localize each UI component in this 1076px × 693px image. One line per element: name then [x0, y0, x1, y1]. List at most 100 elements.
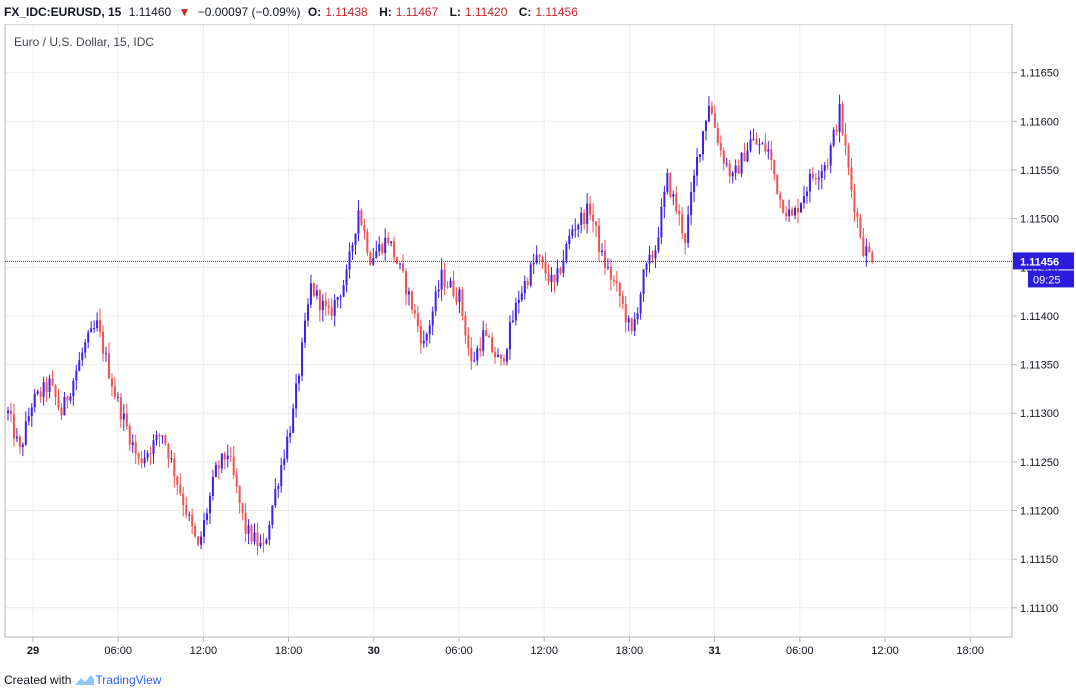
- candle-body: [105, 353, 108, 355]
- candle-body: [832, 129, 835, 146]
- candle-body: [140, 458, 143, 464]
- tradingview-logo[interactable]: TradingView: [73, 673, 161, 687]
- candle-body: [574, 229, 577, 231]
- candle-body: [354, 233, 357, 246]
- candle-body: [660, 206, 663, 238]
- candle-body: [779, 193, 782, 200]
- candle-body: [60, 407, 63, 416]
- x-tick-label: 18:00: [956, 645, 984, 657]
- candle-body: [137, 453, 140, 459]
- price-axis[interactable]: 1.116501.116001.115501.115001.114501.114…: [1012, 68, 1059, 615]
- candle-body: [93, 328, 96, 330]
- candle-body: [758, 144, 761, 146]
- low-value: 1.11420: [464, 5, 508, 19]
- candle-body: [559, 268, 562, 274]
- candle-body: [330, 307, 333, 316]
- candle-body: [580, 212, 583, 225]
- candle-body: [226, 455, 229, 460]
- candle-body: [500, 354, 503, 359]
- candle-body: [746, 150, 749, 162]
- time-axis[interactable]: 29 06:00 12:00 18:00 30 06:00 12:00 18:00 31 06:0…: [27, 637, 984, 657]
- candle-body: [609, 266, 612, 280]
- candle-body: [494, 352, 497, 358]
- candle-body: [131, 442, 134, 445]
- candle-body: [223, 453, 226, 460]
- candle-body: [808, 173, 811, 192]
- candle-body: [648, 254, 651, 264]
- candle-body: [550, 274, 553, 282]
- candle-body: [384, 237, 387, 254]
- x-tick-label: 30: [368, 645, 380, 657]
- candle-body: [211, 477, 214, 496]
- candle-body: [437, 289, 440, 292]
- candle-body: [737, 165, 740, 174]
- candle-body: [508, 322, 511, 350]
- candle-body: [375, 251, 378, 259]
- candle-body: [791, 209, 794, 216]
- candle-body: [788, 209, 791, 217]
- candle-body: [612, 279, 615, 282]
- candle-body: [366, 231, 369, 253]
- candle-body: [675, 194, 678, 212]
- candle-body: [645, 263, 648, 270]
- candle-body: [208, 495, 211, 514]
- candle-body: [865, 246, 868, 256]
- candles-group: [7, 94, 874, 556]
- candle-body: [603, 250, 606, 268]
- candlestick-chart[interactable]: Euro / U.S. Dollar, 15, IDC 1.11650 1.116…: [0, 24, 1076, 664]
- y-tick-label: 1.11350: [1020, 360, 1059, 372]
- candle-body: [205, 513, 208, 521]
- candle-body: [295, 383, 298, 409]
- candle-body: [601, 250, 603, 252]
- candle-body: [431, 311, 434, 326]
- candle-body: [773, 159, 776, 175]
- candle-body: [592, 214, 595, 222]
- candle-body: [725, 163, 728, 165]
- candle-body: [526, 281, 529, 286]
- candle-body: [410, 291, 413, 310]
- candle-body: [173, 458, 176, 477]
- candle-body: [752, 139, 755, 141]
- candle-body: [618, 283, 621, 297]
- candle-body: [583, 212, 586, 224]
- candle-body: [826, 165, 829, 167]
- candle-body: [363, 225, 366, 232]
- candle-body: [24, 421, 27, 445]
- candle-body: [342, 285, 345, 297]
- candle-body: [595, 221, 598, 226]
- candle-body: [280, 465, 283, 487]
- candle-body: [488, 336, 491, 338]
- candle-body: [256, 532, 259, 547]
- candle-body: [78, 360, 81, 371]
- candle-body: [749, 139, 752, 151]
- candle-body: [48, 378, 51, 393]
- candle-body: [336, 297, 339, 301]
- candle-body: [633, 319, 636, 332]
- candle-body: [740, 152, 743, 174]
- candle-body: [497, 354, 500, 358]
- symbol-name[interactable]: FX_IDC:EURUSD, 15: [4, 5, 122, 19]
- candle-body: [523, 281, 526, 294]
- candle-body: [710, 105, 713, 114]
- candle-body: [51, 378, 54, 386]
- candle-body: [72, 380, 75, 397]
- y-tick-label: 1.11200: [1020, 506, 1059, 518]
- candle-body: [615, 281, 618, 284]
- candle-body: [188, 514, 191, 516]
- candle-body: [413, 309, 416, 314]
- candle-body: [517, 299, 520, 303]
- candle-body: [185, 505, 188, 515]
- candle-body: [434, 291, 437, 312]
- candle-body: [823, 165, 826, 172]
- candle-body: [271, 505, 274, 525]
- candle-body: [277, 486, 280, 489]
- candle-body: [814, 178, 817, 180]
- y-tick-label: 1.11300: [1020, 408, 1059, 420]
- candle-body: [381, 244, 384, 254]
- candle-body: [369, 252, 372, 265]
- plot-frame: [4, 24, 1013, 638]
- candle-body: [764, 143, 767, 152]
- candle-body: [416, 313, 419, 327]
- candle-body: [306, 304, 309, 321]
- candle-body: [544, 262, 547, 274]
